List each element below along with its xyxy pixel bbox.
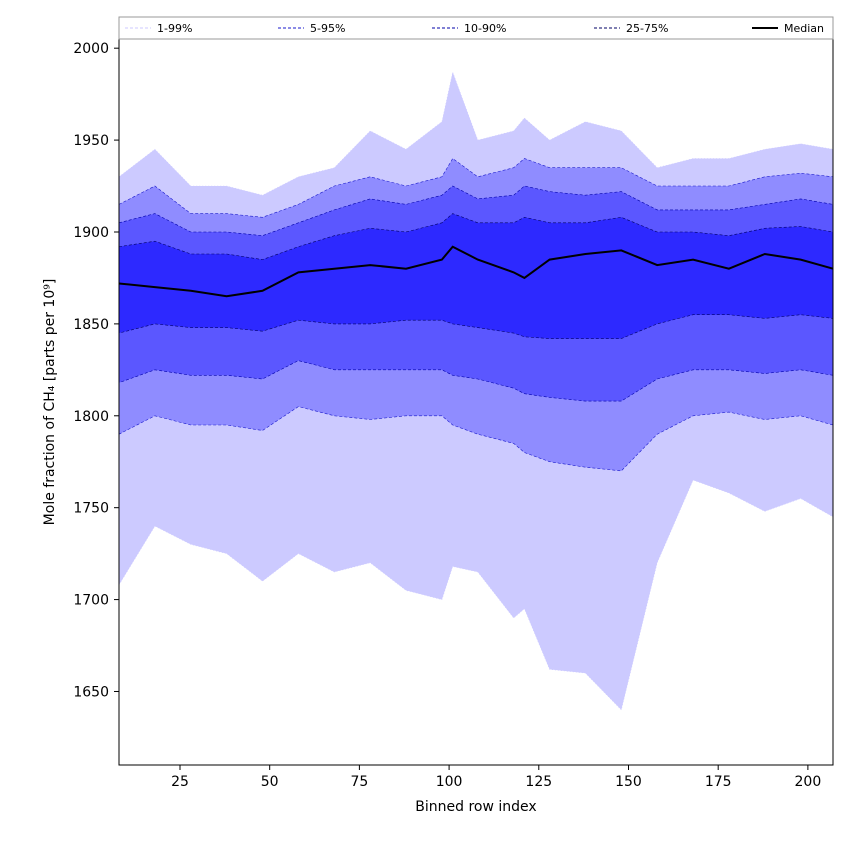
- series-line-median: [118, 245, 834, 298]
- x-tick-label: 175: [705, 774, 732, 790]
- median-layer: [118, 245, 834, 298]
- legend-label: 10-90%: [464, 22, 506, 35]
- y-tick-label: 1700: [73, 593, 109, 609]
- x-tick-label: 100: [436, 774, 463, 790]
- y-tick-label: 1650: [73, 684, 109, 700]
- x-axis-label: Binned row index: [415, 799, 536, 815]
- x-tick-label: 25: [171, 774, 189, 790]
- y-tick-label: 2000: [73, 41, 109, 57]
- x-tick-label: 75: [350, 774, 368, 790]
- x-tick-label: 50: [261, 774, 279, 790]
- legend-label: 25-75%: [626, 22, 668, 35]
- legend-frame: [118, 16, 834, 40]
- y-tick-label: 1950: [73, 133, 109, 149]
- bands-layer: [118, 71, 834, 711]
- legend-label: 1-99%: [157, 22, 192, 35]
- x-tick-label: 125: [525, 774, 552, 790]
- legend: 1-99% 5-95% 10-90% 25-75% Median: [118, 16, 834, 40]
- y-tick-label: 1900: [73, 225, 109, 241]
- y-axis-label: Mole fraction of CH₄ [parts per 10⁹]: [42, 279, 58, 526]
- y-tick-label: 1850: [73, 317, 109, 333]
- y-tick-label: 1800: [73, 409, 109, 425]
- legend-label: 5-95%: [310, 22, 345, 35]
- x-tick-label: 200: [795, 774, 822, 790]
- legend-label: Median: [784, 22, 824, 35]
- x-axis: 25 50 75 100 125 150 175 200: [171, 765, 821, 790]
- y-axis: 1650 1700 1750 1800 1850 1900 1950 2000: [73, 41, 119, 700]
- y-tick-label: 1750: [73, 501, 109, 517]
- x-tick-label: 150: [615, 774, 642, 790]
